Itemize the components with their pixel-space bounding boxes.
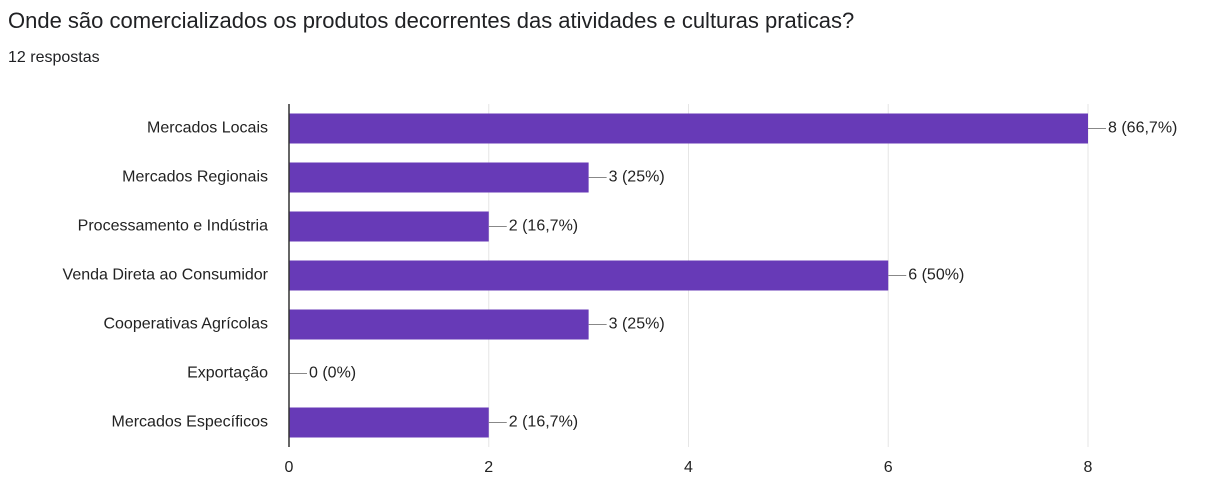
value-label: 2 (16,7%) xyxy=(509,218,578,235)
chart-subtitle: 12 respostas xyxy=(8,49,100,66)
y-tick-label: Mercados Locais xyxy=(147,120,268,137)
y-tick-label: Cooperativas Agrícolas xyxy=(103,316,268,333)
value-label: 3 (25%) xyxy=(609,316,665,333)
y-tick-label: Mercados Regionais xyxy=(122,169,268,186)
y-tick-label: Processamento e Indústria xyxy=(78,218,268,235)
x-tick-label: 6 xyxy=(884,459,893,476)
x-tick-label: 4 xyxy=(684,459,693,476)
bar xyxy=(289,407,489,438)
bar xyxy=(289,309,589,340)
y-tick-label: Venda Direta ao Consumidor xyxy=(63,267,269,284)
y-tick-label: Mercados Específicos xyxy=(111,414,268,431)
chart-title: Onde são comercializados os produtos dec… xyxy=(8,8,854,33)
x-tick-label: 2 xyxy=(484,459,493,476)
x-tick-label: 0 xyxy=(285,459,294,476)
value-label: 2 (16,7%) xyxy=(509,414,578,431)
value-label: 6 (50%) xyxy=(908,267,964,284)
x-tick-label: 8 xyxy=(1084,459,1093,476)
value-label: 8 (66,7%) xyxy=(1108,120,1177,137)
y-tick-label: Exportação xyxy=(187,365,268,382)
value-label: 3 (25%) xyxy=(609,169,665,186)
bar xyxy=(289,211,489,242)
value-label: 0 (0%) xyxy=(309,365,356,382)
bar xyxy=(289,113,1088,144)
bar xyxy=(289,162,589,193)
bar xyxy=(289,260,889,291)
